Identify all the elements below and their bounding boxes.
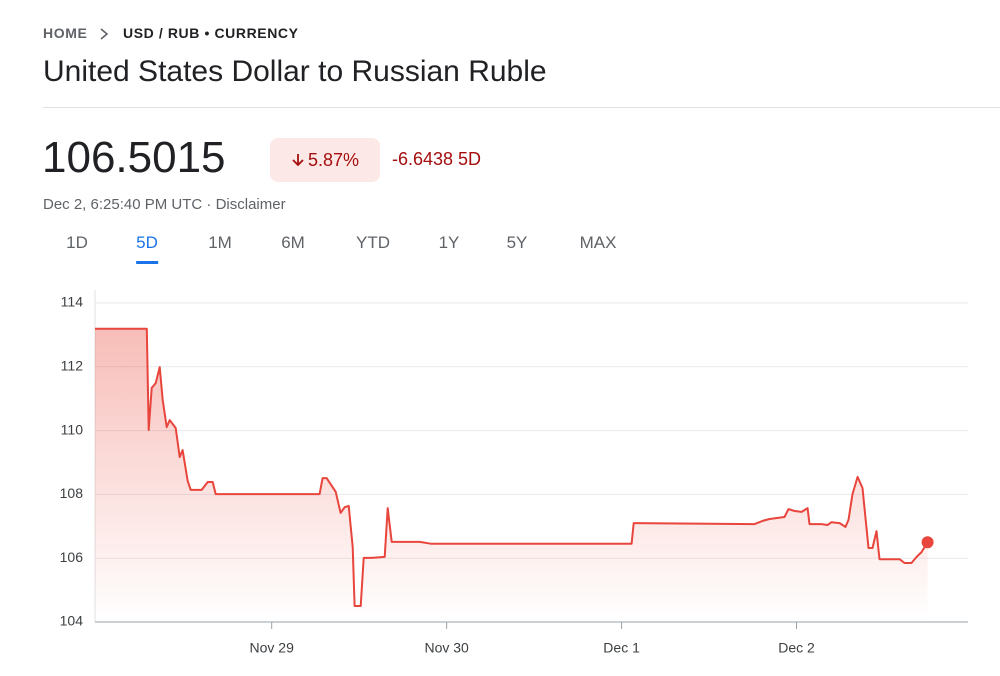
down-arrow [292, 154, 304, 167]
x-tick-label: Nov 30 [424, 640, 469, 656]
y-tick-label: 104 [60, 613, 84, 629]
x-tick-label: Dec 1 [603, 640, 640, 656]
x-tick-label: Nov 29 [250, 640, 295, 656]
separator: · [206, 196, 212, 213]
price-line [95, 327, 929, 607]
range-tab[interactable]: 1D [66, 233, 88, 252]
change-amount: -6.6438 5D [392, 149, 482, 169]
y-tick-label: 112 [61, 358, 84, 374]
y-tick-label: 106 [60, 549, 84, 565]
timestamp: Dec 2, 6:25:40 PM UTC [43, 196, 203, 213]
change-percent: 5.87% [307, 149, 360, 170]
change-badge: 5.87% [270, 138, 380, 182]
disclaimer-link[interactable]: Disclaimer [215, 196, 286, 213]
range-tab[interactable]: MAX [579, 233, 617, 252]
divider [43, 107, 1000, 108]
range-tab[interactable]: 6M [281, 233, 305, 252]
y-tick-label: 114 [61, 294, 84, 310]
last-point [921, 536, 934, 549]
y-tick-label: 108 [60, 485, 84, 501]
range-tab[interactable]: 1M [208, 233, 232, 252]
breadcrumb-chevron [100, 28, 109, 40]
breadcrumb-home[interactable]: HOME [43, 25, 88, 41]
page-title: United States Dollar to Russian Ruble [43, 55, 547, 88]
range-tab[interactable]: 5Y [506, 233, 528, 252]
x-tick-label: Dec 2 [778, 640, 815, 656]
chart: 104 106 108 110 112 114 Nov 29 Nov 30 Dec 1 Dec 2 [60, 290, 968, 656]
timestamp-row: Dec 2, 6:25:40 PM UTC · Disclaimer [43, 196, 286, 213]
area-fill [95, 328, 928, 622]
breadcrumb-pair[interactable]: USD / RUB • CURRENCY [123, 25, 299, 41]
range-tabs: 1D 5D 1M 6M YTD 1Y 5Y MAX [0, 233, 1000, 265]
range-tab[interactable]: 5D [136, 233, 158, 264]
price: 106.5015 [42, 133, 226, 182]
range-tab[interactable]: YTD [356, 233, 390, 252]
range-tab[interactable]: 1Y [438, 233, 460, 252]
y-tick-label: 110 [61, 421, 84, 437]
